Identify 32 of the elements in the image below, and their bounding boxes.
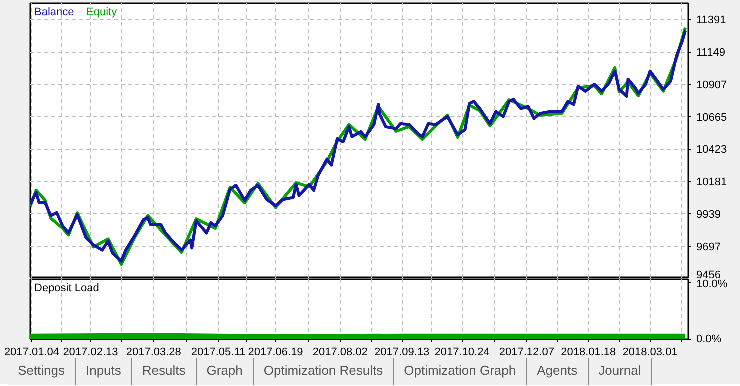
chart-title: Deposit Load [34,282,100,294]
x-tick-label: 2017.05.11 [191,346,246,358]
x-tick-label: 2017.10.24 [434,346,490,358]
x-tick-label: 2017.09.13 [374,346,430,358]
text: Optimization Results [254,358,394,385]
y-tick-label: 10907 [696,79,728,92]
y-tick-label: 9939 [696,208,721,221]
x-tick-label: 2017.02.13 [63,346,118,358]
text: Agents [527,358,589,385]
text: Balance [34,6,74,18]
text: Journal [588,358,652,385]
text: Inputs [76,358,132,385]
text: Results [132,358,197,385]
x-tick-label: 2017.08.02 [312,346,368,358]
y-tick-label: 10.0% [696,278,728,290]
y-tick-label: 0.0% [696,334,722,346]
x-tick-label: 2017.12.07 [499,346,554,358]
x-tick-label: 2017.01.04 [4,346,60,358]
y-tick-label: 10181 [696,176,728,189]
y-tick-label: 10665 [696,112,728,124]
y-tick-label: 11149 [696,47,726,60]
y-tick-label: 11391 [696,14,726,27]
x-tick-label: 2018.01.18 [561,346,616,358]
x-tick-label: 2017.06.19 [248,346,304,358]
text: Graph [196,358,254,385]
y-tick-label: 9697 [696,241,721,254]
text: Settings [8,358,76,385]
text: Equity [86,6,118,18]
text: Optimization Graph [394,358,528,385]
y-tick-label: 10423 [696,144,728,156]
x-tick-label: 2017.03.28 [126,346,182,358]
x-tick-label: 2018.03.01 [622,346,678,358]
